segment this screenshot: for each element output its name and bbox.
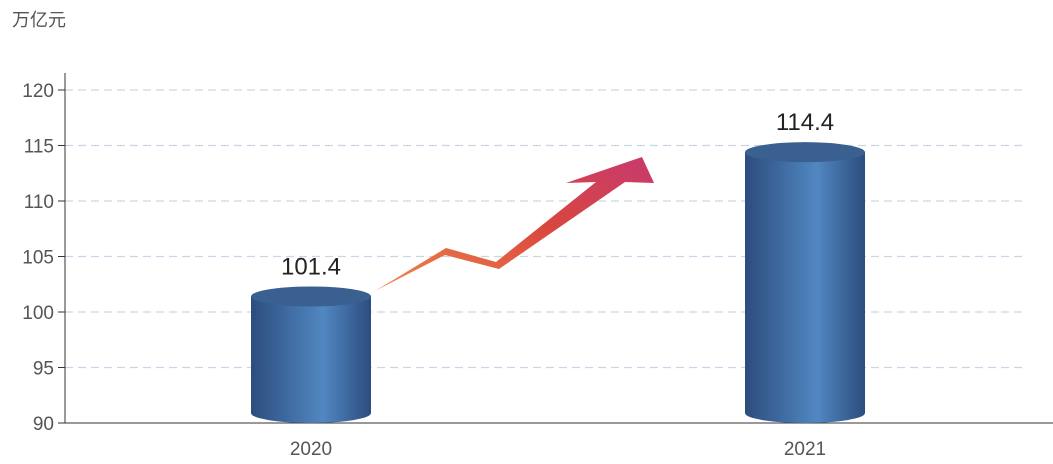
- trend-arrow: [375, 157, 654, 291]
- bar-2020: 101.4: [251, 253, 371, 423]
- y-tick-label: 105: [22, 248, 54, 269]
- y-tick-label: 100: [22, 303, 54, 324]
- bar-top: [745, 142, 865, 163]
- y-tick-label: 120: [22, 81, 54, 102]
- y-tick-label: 95: [33, 359, 54, 380]
- bar-body: [745, 152, 865, 423]
- y-tick-label: 110: [24, 192, 54, 213]
- x-tick-label: 2021: [784, 439, 826, 460]
- y-tick-label: 90: [33, 414, 54, 435]
- y-axis-ticks: 90 95 100 105 110 115 120: [22, 81, 65, 435]
- data-label: 114.4: [776, 109, 834, 136]
- bar-2021: 114.4: [745, 109, 865, 423]
- bars: 101.4 114.4: [251, 109, 865, 423]
- bar-body: [251, 296, 371, 423]
- bar-top: [251, 286, 371, 307]
- x-tick-label: 2020: [290, 439, 332, 460]
- x-axis-labels: 2020 2021: [290, 439, 826, 460]
- data-label: 101.4: [281, 253, 341, 280]
- unit-label: 万亿元: [12, 10, 66, 30]
- y-tick-label: 115: [24, 137, 54, 158]
